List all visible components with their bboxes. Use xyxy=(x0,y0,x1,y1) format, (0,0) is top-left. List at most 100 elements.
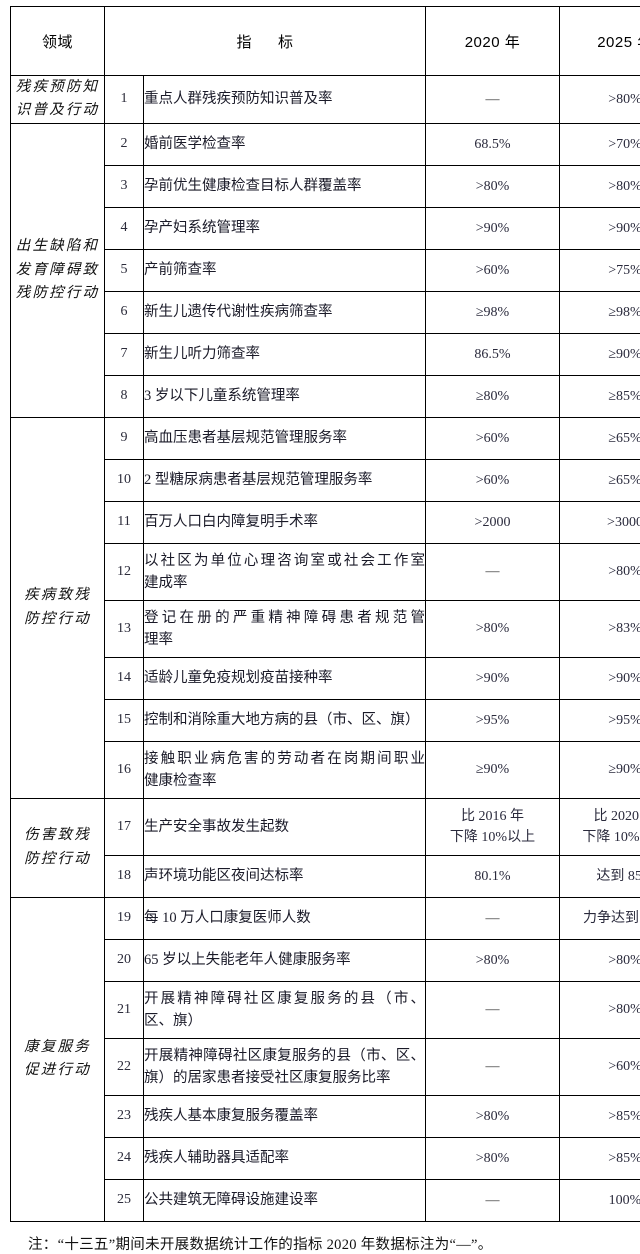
value-2020-cell: — xyxy=(426,1038,560,1095)
indicator-line: 开展精神障碍社区康复服务的县（市、区、 xyxy=(144,1045,425,1067)
indicator-cell: 生产安全事故发生起数 xyxy=(144,798,426,855)
indicator-cell: 适龄儿童免疫规划疫苗接种率 xyxy=(144,657,426,699)
value-line: — xyxy=(426,908,559,929)
value-line: >90% xyxy=(426,218,559,239)
value-line: 100% xyxy=(560,1190,640,1211)
domain-label-line: 发育障碍致 xyxy=(11,259,104,282)
row-number-cell: 3 xyxy=(105,165,144,207)
value-line: — xyxy=(426,999,559,1020)
value-2025-cell: 力争达到 8 人 xyxy=(560,897,640,939)
value-line: 比 2016 年 xyxy=(426,806,559,827)
column-header-indicator-char2: 标 xyxy=(278,34,294,51)
row-number-cell: 23 xyxy=(105,1095,144,1137)
value-2025-cell: >85% xyxy=(560,1095,640,1137)
value-2025-cell: ≥65% xyxy=(560,417,640,459)
row-number-cell: 12 xyxy=(105,543,144,600)
value-2020-cell: >80% xyxy=(426,165,560,207)
domain-label-line: 康复服务 xyxy=(11,1036,104,1059)
row-number-cell: 13 xyxy=(105,600,144,657)
document-page: 领域 指标 2020 年 2025 年 残疾预防知识普及行动1重点人群残疾预防知… xyxy=(0,0,640,1210)
value-line: >80% xyxy=(426,176,559,197)
indicator-cell: 重点人群残疾预防知识普及率 xyxy=(144,76,426,124)
value-2020-cell: >80% xyxy=(426,1095,560,1137)
indicator-cell: 登记在册的严重精神障碍患者规范管理率 xyxy=(144,600,426,657)
domain-label-line: 促进行动 xyxy=(11,1059,104,1082)
domain-label-line: 识普及行动 xyxy=(11,99,104,122)
table-footnote: 注：“十三五”期间未开展数据统计工作的指标 2020 年数据标注为“—”。 xyxy=(10,1233,630,1254)
value-2025-cell: ≥90% xyxy=(560,333,640,375)
value-line: >90% xyxy=(426,668,559,689)
value-2020-cell: ≥90% xyxy=(426,741,560,798)
value-line: 80.1% xyxy=(426,866,559,887)
indicator-cell: 孕前优生健康检查目标人群覆盖率 xyxy=(144,165,426,207)
value-2020-cell: 86.5% xyxy=(426,333,560,375)
value-line: ≥90% xyxy=(560,344,640,365)
value-line: >80% xyxy=(560,561,640,582)
domain-group-cell: 残疾预防知识普及行动 xyxy=(11,76,105,124)
indicator-cell: 高血压患者基层规范管理服务率 xyxy=(144,417,426,459)
value-line: >90% xyxy=(560,218,640,239)
value-2025-cell: >80% xyxy=(560,981,640,1038)
indicator-cell: 以社区为单位心理咨询室或社会工作室建成率 xyxy=(144,543,426,600)
value-2025-cell: >83% xyxy=(560,600,640,657)
row-number-cell: 2 xyxy=(105,123,144,165)
value-line: 达到 85% xyxy=(560,866,640,887)
domain-label-line: 疾病致残 xyxy=(11,584,104,607)
value-2020-cell: 比 2016 年下降 10%以上 xyxy=(426,798,560,855)
value-line: 下降 10%以上 xyxy=(426,827,559,848)
value-2025-cell: ≥98% xyxy=(560,291,640,333)
value-2020-cell: >80% xyxy=(426,600,560,657)
value-2020-cell: >80% xyxy=(426,1137,560,1179)
indicator-cell: 3 岁以下儿童系统管理率 xyxy=(144,375,426,417)
value-2025-cell: >80% xyxy=(560,939,640,981)
indicator-cell: 产前筛查率 xyxy=(144,249,426,291)
indicator-cell: 残疾人基本康复服务覆盖率 xyxy=(144,1095,426,1137)
value-2025-cell: ≥90% xyxy=(560,741,640,798)
indicator-cell: 残疾人辅助器具适配率 xyxy=(144,1137,426,1179)
value-line: >90% xyxy=(560,668,640,689)
value-line: — xyxy=(426,1190,559,1211)
value-line: — xyxy=(426,1056,559,1077)
value-2020-cell: >60% xyxy=(426,249,560,291)
row-number-cell: 1 xyxy=(105,76,144,124)
indicator-cell: 公共建筑无障碍设施建设率 xyxy=(144,1179,426,1221)
value-2020-cell: 68.5% xyxy=(426,123,560,165)
row-number-cell: 7 xyxy=(105,333,144,375)
indicator-cell: 开展精神障碍社区康复服务的县（市、区、旗） xyxy=(144,981,426,1038)
value-line: — xyxy=(426,561,559,582)
value-line: >75% xyxy=(560,260,640,281)
value-line: 比 2020 年 xyxy=(560,806,640,827)
column-header-indicator: 指标 xyxy=(105,7,426,76)
row-number-cell: 25 xyxy=(105,1179,144,1221)
value-line: >60% xyxy=(560,1056,640,1077)
value-line: >83% xyxy=(560,618,640,639)
value-line: >80% xyxy=(426,950,559,971)
row-number-cell: 24 xyxy=(105,1137,144,1179)
value-line: >95% xyxy=(426,710,559,731)
value-line: >60% xyxy=(426,428,559,449)
indicator-table: 领域 指标 2020 年 2025 年 残疾预防知识普及行动1重点人群残疾预防知… xyxy=(10,6,640,1222)
value-2020-cell: ≥98% xyxy=(426,291,560,333)
row-number-cell: 5 xyxy=(105,249,144,291)
value-2020-cell: ≥80% xyxy=(426,375,560,417)
indicator-cell: 开展精神障碍社区康复服务的县（市、区、旗）的居家患者接受社区康复服务比率 xyxy=(144,1038,426,1095)
domain-label-line: 防控行动 xyxy=(11,848,104,871)
value-2020-cell: 80.1% xyxy=(426,855,560,897)
value-line: — xyxy=(426,89,559,110)
value-line: 下降 10%以上 xyxy=(560,827,640,848)
value-2025-cell: >95% xyxy=(560,699,640,741)
value-2025-cell: >3000 xyxy=(560,501,640,543)
column-header-domain: 领域 xyxy=(11,7,105,76)
row-number-cell: 14 xyxy=(105,657,144,699)
value-2020-cell: >90% xyxy=(426,657,560,699)
